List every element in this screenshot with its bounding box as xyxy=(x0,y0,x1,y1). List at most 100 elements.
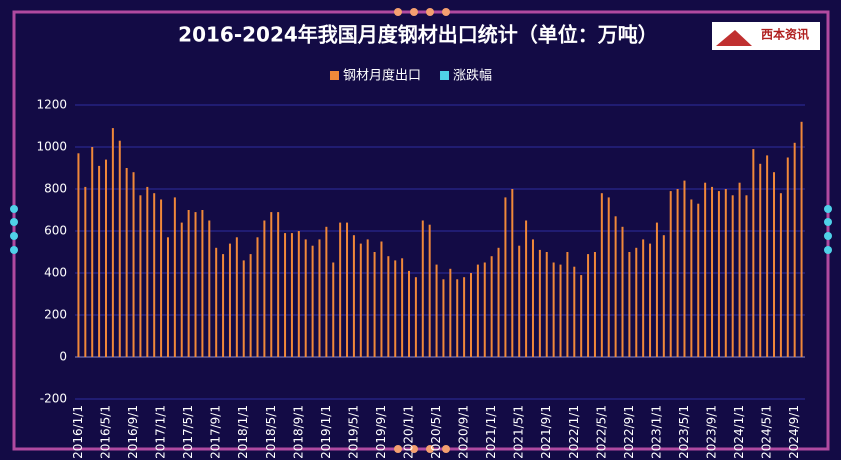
bar xyxy=(538,249,541,357)
bar xyxy=(139,195,142,357)
bar xyxy=(401,258,404,357)
bar xyxy=(91,147,94,357)
bar xyxy=(166,237,169,357)
bar xyxy=(628,252,631,357)
x-tick-label: 2022/9/1 xyxy=(622,405,636,459)
bar xyxy=(642,239,645,357)
bar xyxy=(573,266,576,357)
bar xyxy=(511,189,514,357)
bar xyxy=(263,220,266,357)
bar xyxy=(311,245,314,357)
bar xyxy=(449,268,452,357)
bar xyxy=(607,197,610,357)
legend-label: 涨跌幅 xyxy=(453,68,492,84)
x-tick-label: 2019/5/1 xyxy=(346,405,360,459)
bar xyxy=(711,186,714,357)
bar xyxy=(84,186,87,357)
bar xyxy=(531,239,534,357)
bar xyxy=(373,252,376,357)
bar xyxy=(146,186,149,357)
x-tick-label: 2024/9/1 xyxy=(787,405,801,459)
x-tick-label: 2017/9/1 xyxy=(209,405,223,459)
x-tick-label: 2018/5/1 xyxy=(264,405,278,459)
bar xyxy=(442,279,445,357)
bar xyxy=(793,142,796,357)
bar xyxy=(215,247,218,357)
bar xyxy=(580,275,583,357)
bar xyxy=(366,239,369,357)
bar xyxy=(132,172,135,357)
logo-text: 西本资讯 xyxy=(761,27,809,42)
bar xyxy=(683,180,686,357)
bar xyxy=(325,226,328,357)
bar xyxy=(497,247,500,357)
bar xyxy=(332,262,335,357)
bar xyxy=(387,256,390,357)
y-tick-label: 600 xyxy=(44,224,67,238)
x-tick-label: 2021/1/1 xyxy=(484,405,498,459)
x-tick-label: 2023/5/1 xyxy=(677,405,691,459)
bar xyxy=(104,159,107,357)
x-tick-label: 2024/5/1 xyxy=(760,405,774,459)
bar xyxy=(635,247,638,357)
bar xyxy=(421,220,424,357)
bar xyxy=(256,237,259,357)
x-tick-label: 2016/9/1 xyxy=(126,405,140,459)
y-tick-label: 1000 xyxy=(36,140,67,154)
bar xyxy=(180,222,183,357)
bar xyxy=(490,256,493,357)
x-tick-label: 2017/1/1 xyxy=(154,405,168,459)
bar xyxy=(731,195,734,357)
bar xyxy=(290,233,293,357)
bar xyxy=(600,193,603,357)
legend-swatch xyxy=(440,71,450,80)
bar xyxy=(118,140,121,357)
bar xyxy=(752,149,755,357)
bar xyxy=(759,163,762,357)
bar xyxy=(593,252,596,357)
x-tick-label: 2020/1/1 xyxy=(402,405,416,459)
frame-dots xyxy=(394,8,450,453)
x-tick-label: 2024/1/1 xyxy=(732,405,746,459)
x-tick-label: 2016/5/1 xyxy=(98,405,112,459)
bar xyxy=(359,243,362,357)
bar xyxy=(352,235,355,357)
bar xyxy=(469,273,472,357)
frame xyxy=(12,10,830,451)
bar xyxy=(566,252,569,357)
bar xyxy=(77,153,80,357)
legend-swatch xyxy=(330,71,339,80)
y-tick-label: 800 xyxy=(44,182,67,196)
x-tick-label: 2023/9/1 xyxy=(705,405,719,459)
bar xyxy=(779,193,782,357)
y-tick-label: 1200 xyxy=(36,98,67,112)
x-tick-label: 2022/1/1 xyxy=(567,405,581,459)
x-tick-label: 2018/9/1 xyxy=(291,405,305,459)
x-tick-label: 2016/1/1 xyxy=(71,405,85,459)
bar xyxy=(201,210,204,357)
bar xyxy=(339,222,342,357)
logo-icon xyxy=(716,30,752,46)
chart-title: 2016-2024年我国月度钢材出口统计（单位：万吨） xyxy=(178,23,658,47)
x-tick-label: 2020/5/1 xyxy=(429,405,443,459)
bar xyxy=(125,168,128,357)
bar xyxy=(208,220,211,357)
bar xyxy=(800,121,803,357)
bar xyxy=(428,224,431,357)
bar xyxy=(786,157,789,357)
bar xyxy=(476,264,479,357)
bar xyxy=(463,277,466,357)
bar xyxy=(676,189,679,357)
bar xyxy=(173,197,176,357)
bar xyxy=(297,231,300,357)
bar xyxy=(111,128,114,357)
bar xyxy=(222,254,225,357)
bar xyxy=(435,264,438,357)
bar xyxy=(621,226,624,357)
y-tick-label: -200 xyxy=(40,392,67,406)
x-tick-label: 2019/1/1 xyxy=(319,405,333,459)
bar xyxy=(745,195,748,357)
bar xyxy=(235,237,238,357)
y-tick-label: 400 xyxy=(44,266,67,280)
bar xyxy=(504,197,507,357)
